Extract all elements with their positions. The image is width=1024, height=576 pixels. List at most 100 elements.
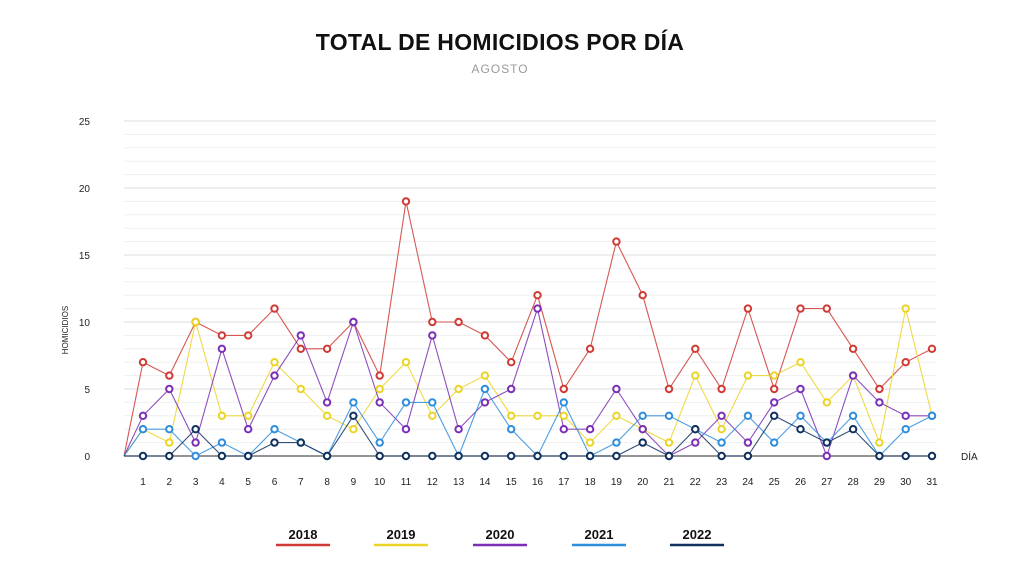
data-point — [638, 425, 647, 434]
x-tick-label: 7 — [298, 477, 304, 488]
data-point — [296, 438, 305, 447]
data-point — [322, 398, 332, 407]
data-point — [428, 317, 437, 327]
x-tick-label: 12 — [427, 477, 439, 488]
data-point — [375, 438, 384, 447]
series-2021 — [123, 388, 933, 457]
x-tick-label: 19 — [611, 477, 623, 488]
data-point — [270, 358, 279, 367]
data-point — [165, 438, 174, 447]
data-point — [691, 425, 700, 434]
data-point — [322, 344, 332, 353]
data-point — [507, 451, 516, 461]
x-tick-label: 31 — [926, 477, 938, 488]
data-point — [533, 304, 542, 313]
data-point — [717, 451, 726, 461]
x-tick-label: 23 — [716, 477, 728, 488]
data-point — [244, 451, 253, 461]
data-point — [165, 425, 174, 434]
y-tick-label: 0 — [84, 452, 90, 463]
y-axis-label: HOMICIDIOS — [61, 306, 70, 354]
y-tick-label: 15 — [79, 251, 91, 262]
data-point — [770, 384, 779, 394]
gridlines — [124, 120, 936, 457]
series-line-2020 — [123, 308, 932, 457]
data-point — [349, 425, 358, 434]
y-tick-label: 5 — [84, 385, 90, 396]
data-point — [454, 384, 463, 394]
series-2019 — [123, 308, 933, 457]
series-2018 — [123, 200, 933, 457]
y-tick-label: 20 — [79, 184, 91, 195]
data-point — [428, 411, 437, 420]
data-point — [901, 358, 910, 367]
data-point — [796, 411, 805, 420]
legend-label: 2021 — [585, 527, 614, 542]
data-point — [770, 438, 779, 447]
data-point — [796, 304, 805, 313]
data-point — [559, 384, 568, 394]
data-point — [428, 451, 437, 461]
data-point — [796, 358, 805, 367]
x-tick-label: 26 — [795, 477, 807, 488]
data-point — [401, 398, 411, 407]
data-point — [270, 304, 279, 313]
data-point — [743, 371, 753, 380]
data-point — [717, 438, 726, 447]
data-point — [217, 411, 227, 420]
data-point — [165, 451, 174, 461]
x-tick-label: 2 — [167, 477, 173, 488]
data-point — [743, 304, 753, 313]
data-point — [612, 237, 621, 246]
legend-item-2022: 2022 — [670, 527, 724, 547]
data-point — [454, 425, 463, 434]
data-point — [585, 438, 595, 447]
x-tick-label: 28 — [848, 477, 860, 488]
legend-item-2019: 2019 — [374, 527, 428, 547]
data-point — [322, 451, 332, 461]
data-point — [875, 438, 884, 447]
data-point — [612, 411, 621, 420]
data-point — [638, 438, 647, 447]
data-point — [480, 331, 490, 340]
data-point — [349, 398, 358, 407]
data-point — [901, 425, 910, 434]
data-point — [585, 451, 595, 461]
data-point — [927, 411, 937, 420]
data-point — [217, 438, 227, 447]
y-tick-label: 25 — [79, 117, 91, 128]
data-point — [533, 291, 542, 300]
series-points-2021 — [138, 384, 937, 461]
data-point — [191, 425, 200, 434]
data-point — [743, 411, 753, 420]
x-tick-label: 14 — [479, 477, 491, 488]
data-point — [848, 344, 858, 353]
x-tick-label: 9 — [351, 477, 357, 488]
data-point — [927, 451, 937, 461]
data-point — [559, 411, 568, 420]
x-tick-label: 5 — [245, 477, 251, 488]
data-point — [585, 425, 595, 434]
x-tick-label: 13 — [453, 477, 465, 488]
data-point — [165, 371, 174, 380]
data-point — [585, 344, 595, 353]
legend-label: 2022 — [683, 527, 712, 542]
data-point — [533, 451, 542, 461]
data-point — [480, 371, 490, 380]
data-point — [796, 425, 805, 434]
data-point — [848, 425, 858, 434]
y-tick-label: 10 — [79, 318, 91, 329]
x-tick-label: 8 — [324, 477, 330, 488]
data-point — [717, 425, 726, 434]
x-tick-label: 24 — [742, 477, 754, 488]
data-point — [480, 451, 490, 461]
data-point — [612, 451, 621, 461]
x-tick-label: 15 — [506, 477, 518, 488]
data-point — [848, 411, 858, 420]
data-point — [138, 358, 148, 367]
x-tick-label: 17 — [558, 477, 570, 488]
data-point — [349, 317, 358, 327]
x-tick-label: 18 — [585, 477, 597, 488]
x-tick-label: 20 — [637, 477, 649, 488]
data-point — [454, 451, 463, 461]
